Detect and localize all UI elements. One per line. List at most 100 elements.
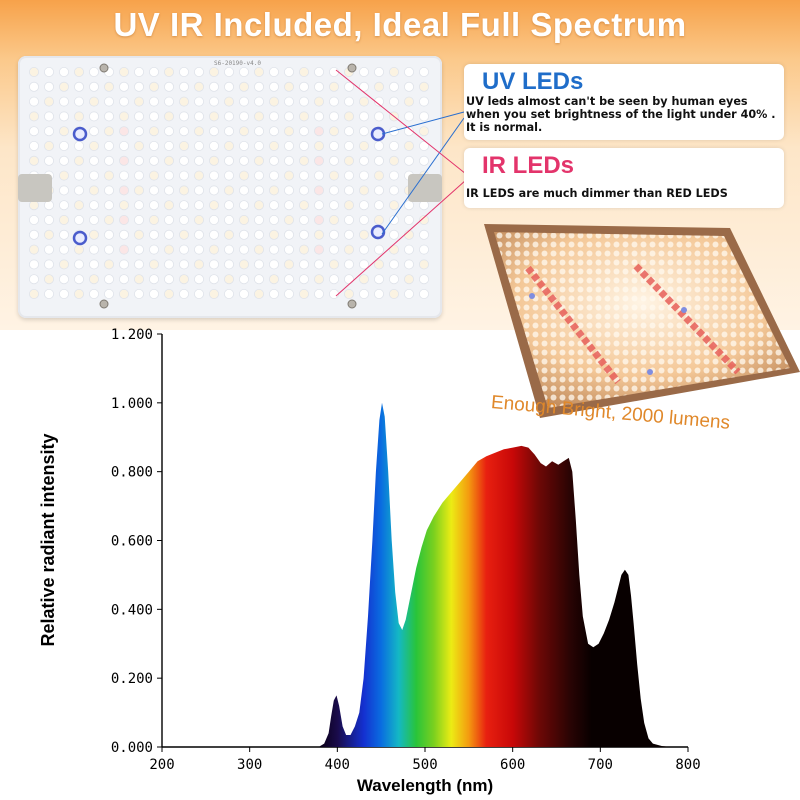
panel-led xyxy=(59,229,70,240)
panel-uv-led xyxy=(72,230,88,246)
panel-led xyxy=(238,229,249,240)
panel-led xyxy=(43,155,54,166)
panel-led xyxy=(119,214,130,225)
panel-led xyxy=(193,81,204,92)
panel-led xyxy=(119,81,130,92)
panel-led xyxy=(43,259,54,270)
photo-red-strip-2 xyxy=(633,263,741,375)
panel-led xyxy=(238,141,249,152)
panel-led xyxy=(89,111,100,122)
panel-led xyxy=(298,111,309,122)
panel-led xyxy=(193,214,204,225)
panel-led xyxy=(193,259,204,270)
panel-led xyxy=(298,274,309,285)
panel-led xyxy=(28,214,39,225)
panel-led xyxy=(163,96,174,107)
panel-led xyxy=(104,81,115,92)
panel-screw xyxy=(347,299,357,309)
panel-led xyxy=(119,274,130,285)
panel-led xyxy=(43,141,54,152)
y-tick-label: 0.000 xyxy=(111,740,153,756)
panel-led xyxy=(119,259,130,270)
panel-led xyxy=(134,214,145,225)
panel-led xyxy=(178,229,189,240)
panel-led xyxy=(283,244,294,255)
panel-led xyxy=(89,81,100,92)
panel-led xyxy=(193,96,204,107)
panel-led xyxy=(119,96,130,107)
panel-led xyxy=(28,96,39,107)
panel-led xyxy=(43,126,54,137)
panel-led xyxy=(268,214,279,225)
panel-led xyxy=(134,244,145,255)
panel-led xyxy=(223,126,234,137)
panel-led xyxy=(134,126,145,137)
panel-led xyxy=(74,155,85,166)
panel-led xyxy=(89,200,100,211)
panel-led xyxy=(89,66,100,77)
panel-led xyxy=(253,288,264,299)
x-tick-label: 800 xyxy=(675,757,700,773)
panel-led xyxy=(43,229,54,240)
panel-led xyxy=(268,111,279,122)
panel-led xyxy=(268,274,279,285)
panel-led xyxy=(119,185,130,196)
ir-callout-text: IR LEDS are much dimmer than RED LEDS xyxy=(466,187,728,200)
panel-uv-led xyxy=(72,126,88,142)
panel-led xyxy=(283,141,294,152)
panel-led xyxy=(43,274,54,285)
panel-led xyxy=(163,229,174,240)
panel-led xyxy=(238,274,249,285)
panel-led xyxy=(253,244,264,255)
panel-led xyxy=(253,141,264,152)
panel-led xyxy=(89,185,100,196)
panel-led xyxy=(163,170,174,181)
panel-led xyxy=(223,81,234,92)
panel-led xyxy=(193,66,204,77)
uv-callout: UV LEDs UV leds almost can't be seen by … xyxy=(464,64,784,140)
panel-led xyxy=(253,96,264,107)
panel-led xyxy=(313,170,324,181)
panel-led xyxy=(89,288,100,299)
panel-led xyxy=(104,141,115,152)
panel-led xyxy=(313,274,324,285)
panel-led xyxy=(178,111,189,122)
panel-led xyxy=(74,66,85,77)
panel-led xyxy=(283,126,294,137)
y-tick-label: 0.200 xyxy=(111,671,153,687)
panel-led xyxy=(104,259,115,270)
panel-led xyxy=(238,155,249,166)
panel-led xyxy=(238,126,249,137)
panel-led xyxy=(148,185,159,196)
panel-led xyxy=(104,214,115,225)
panel-led xyxy=(313,111,324,122)
panel-led xyxy=(178,288,189,299)
panel-led xyxy=(223,214,234,225)
panel-led xyxy=(163,274,174,285)
panel-led xyxy=(134,288,145,299)
panel-led xyxy=(313,259,324,270)
panel-led xyxy=(104,288,115,299)
panel-led xyxy=(74,81,85,92)
panel-led xyxy=(148,200,159,211)
photo-uv-led xyxy=(681,307,687,313)
panel-led xyxy=(313,229,324,240)
panel-screw xyxy=(99,63,109,73)
panel-led xyxy=(74,259,85,270)
panel-led xyxy=(268,288,279,299)
panel-led xyxy=(283,81,294,92)
panel-led xyxy=(283,96,294,107)
panel-led xyxy=(74,96,85,107)
panel-led xyxy=(178,126,189,137)
y-axis-label: Relative radiant intensity xyxy=(38,433,58,646)
panel-led xyxy=(28,244,39,255)
panel-led xyxy=(104,155,115,166)
panel-led xyxy=(89,126,100,137)
panel-led xyxy=(253,274,264,285)
panel-led xyxy=(59,96,70,107)
panel-led xyxy=(148,126,159,137)
panel-led xyxy=(104,274,115,285)
panel-led xyxy=(74,170,85,181)
panel-led xyxy=(268,185,279,196)
